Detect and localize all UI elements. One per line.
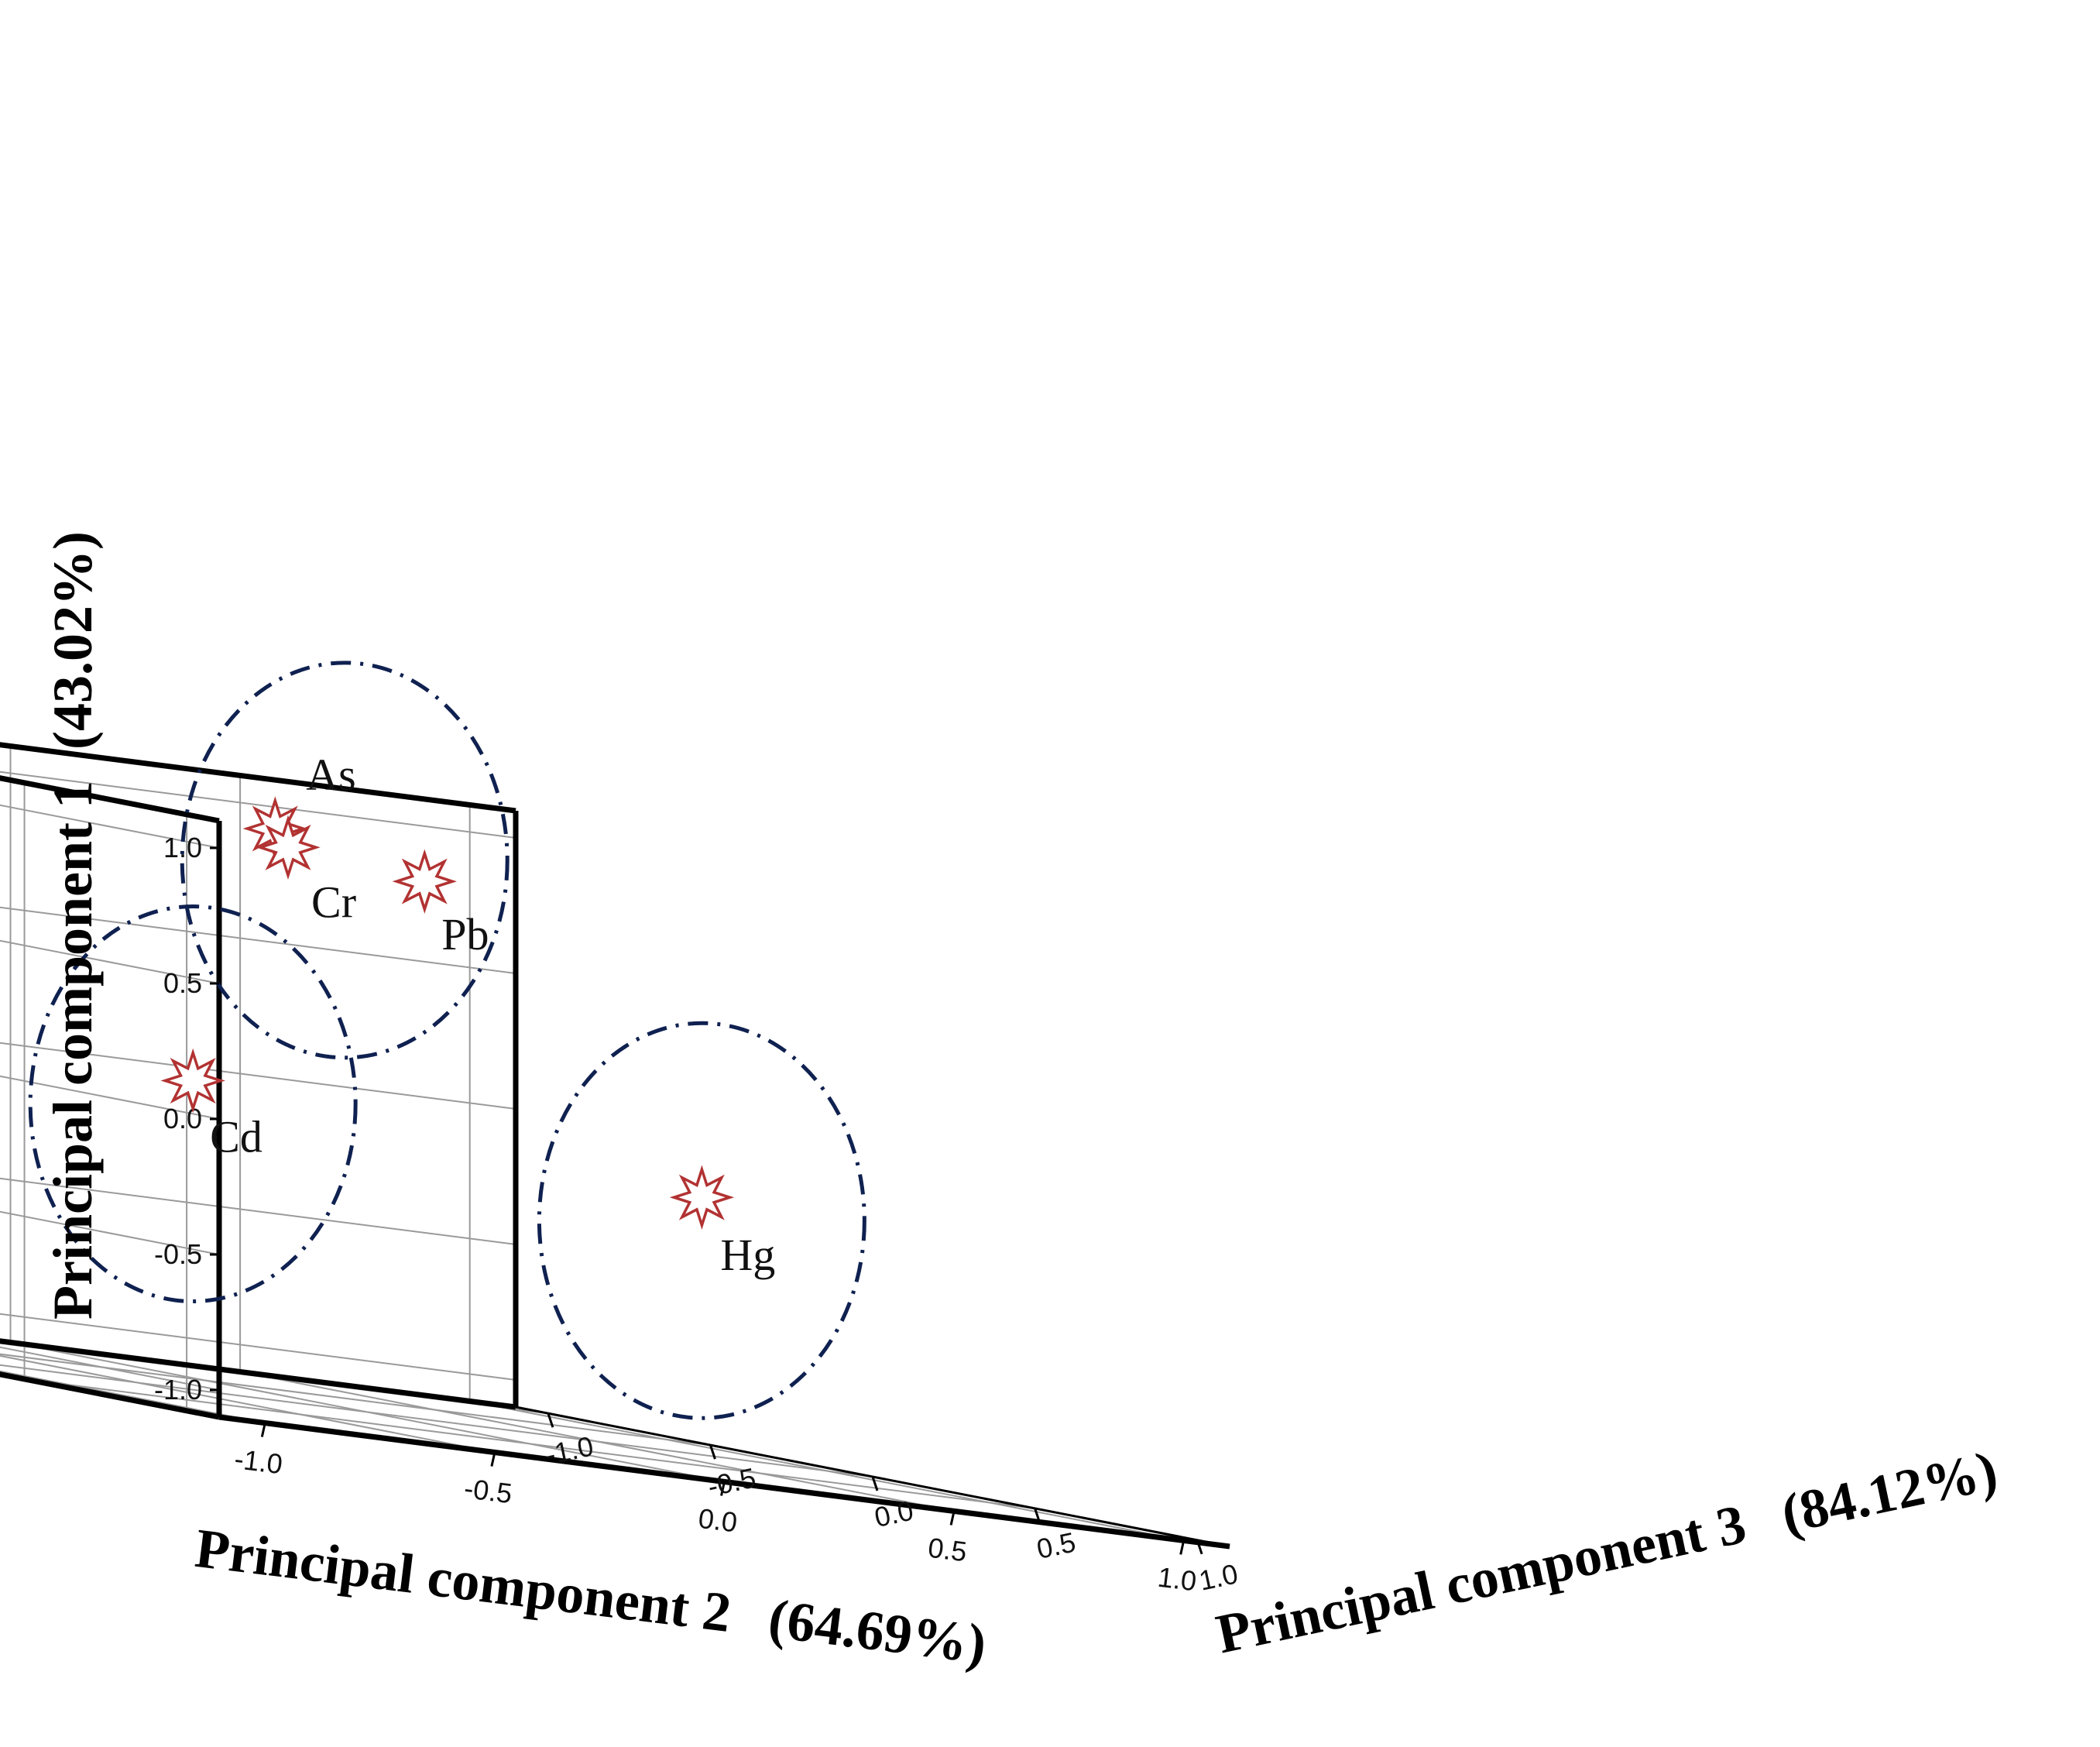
left-wall-h-gridline (0, 1075, 220, 1120)
data-point-label: Pb (441, 909, 489, 959)
data-point-hg (669, 1165, 735, 1230)
data-point-cd (160, 1048, 225, 1114)
floor-gridline (0, 1354, 496, 1454)
pc2-tick-label: 1.0 (1156, 1561, 1199, 1598)
data-point-pb (392, 849, 457, 914)
pc2-tick-mark (490, 1452, 496, 1467)
left-wall-h-gridline (0, 1210, 220, 1255)
floor-gridline (24, 1378, 1035, 1509)
left-wall-h-gridline (0, 804, 220, 849)
pc1-tick-label: 1.0 (163, 832, 202, 863)
pc2-axis-title: Principal component 2 (64.69%) (192, 1517, 990, 1676)
pc2-tick-mark (949, 1511, 956, 1526)
data-point-label: Cr (311, 877, 356, 927)
pc2-tick-mark (720, 1481, 726, 1496)
pc2-tick-mark (1179, 1540, 1186, 1555)
left-wall-h-gridline (0, 939, 220, 984)
frame-edge (0, 742, 516, 814)
pc3-tick-label: 0.5 (1034, 1526, 1078, 1565)
cluster-outline (180, 661, 510, 1060)
pc3-axis-title: Principal component 3(84.12%) (1211, 1440, 2002, 1666)
floor-gridline (239, 1371, 955, 1512)
pc3-tick-mark (709, 1444, 716, 1460)
pc3-tick-mark (547, 1412, 554, 1428)
cluster-outline (537, 1021, 866, 1420)
back-wall-h-gridline (0, 771, 516, 839)
data-point-label: As (306, 750, 355, 800)
pc3-tick-label: 0.0 (872, 1495, 916, 1534)
axis-titles: Principal component 1(43.02%) Principal … (42, 531, 2002, 1675)
pc2-tick-label: -0.5 (462, 1472, 514, 1509)
pc2-tick-mark (260, 1423, 266, 1437)
pc1-tick-label: 0.5 (163, 967, 202, 999)
cluster-outlines (28, 661, 866, 1420)
pc2-tick-label: 0.5 (926, 1532, 969, 1568)
data-points: As Cr Pb Hg Cd (160, 750, 775, 1280)
pc1-tick-label: -1.0 (154, 1374, 202, 1405)
pc3-tick-label: 1.0 (1196, 1557, 1240, 1597)
pc3-tick-mark (1034, 1508, 1041, 1523)
pc1-tick-label: 0.0 (163, 1103, 202, 1134)
pc3-tick-mark (871, 1476, 879, 1491)
back-wall-h-gridline (0, 906, 516, 974)
floor-gridline (0, 1370, 266, 1424)
cluster-outline (28, 904, 358, 1304)
pc1-axis-title: Principal component 1(43.02%) (42, 531, 104, 1320)
floor-gridline (0, 1364, 873, 1478)
data-point-label: Cd (210, 1112, 262, 1162)
pc2-tick-label: 0.0 (697, 1502, 739, 1539)
pc2-tick-label: -1.0 (233, 1443, 285, 1480)
frame-edge (0, 1371, 220, 1420)
pc3-tick-mark (1196, 1539, 1203, 1555)
floor-gridline (469, 1400, 1184, 1542)
frame-edge (0, 1338, 516, 1410)
pc1-tick-label: -0.5 (154, 1238, 202, 1270)
data-point-label: Hg (720, 1230, 775, 1280)
data-point-cr (256, 815, 321, 880)
frame-edge (0, 775, 220, 824)
